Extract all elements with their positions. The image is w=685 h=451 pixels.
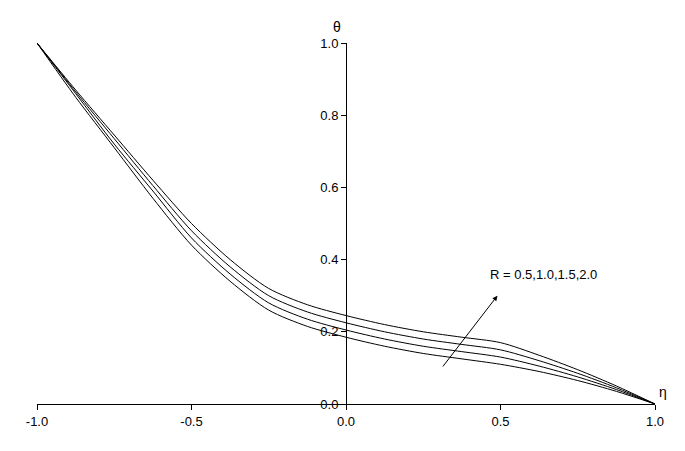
svg-text:-0.5: -0.5	[180, 414, 202, 429]
svg-text:R = 0.5,1.0,1.5,2.0: R = 0.5,1.0,1.5,2.0	[490, 267, 597, 282]
svg-text:0.8: 0.8	[320, 108, 338, 123]
svg-text:0.6: 0.6	[320, 180, 338, 195]
svg-text:η: η	[659, 384, 667, 400]
svg-text:0.0: 0.0	[337, 414, 355, 429]
svg-text:0.2: 0.2	[320, 324, 338, 339]
svg-text:1.0: 1.0	[320, 36, 338, 51]
svg-text:0.5: 0.5	[491, 414, 509, 429]
svg-text:θ: θ	[333, 19, 341, 35]
svg-text:0.4: 0.4	[320, 252, 338, 267]
svg-text:0.0: 0.0	[320, 397, 338, 412]
svg-text:-1.0: -1.0	[26, 414, 48, 429]
svg-text:1.0: 1.0	[646, 414, 664, 429]
